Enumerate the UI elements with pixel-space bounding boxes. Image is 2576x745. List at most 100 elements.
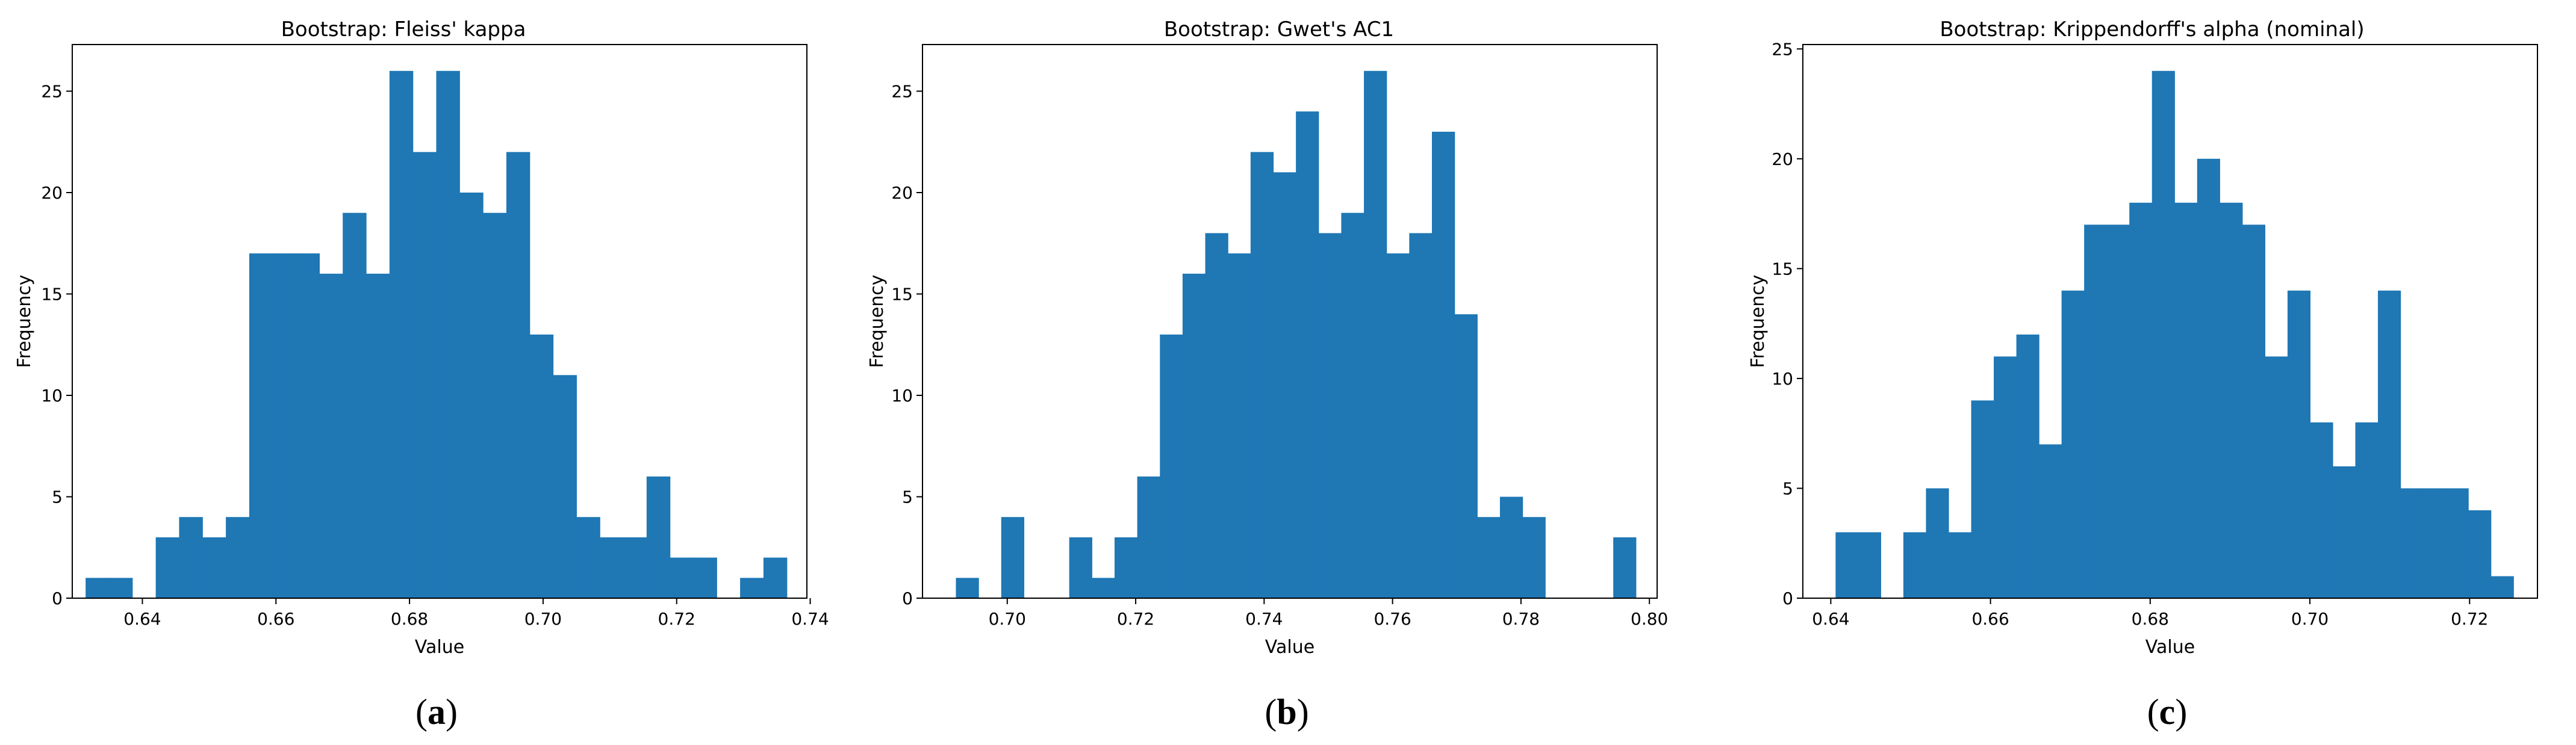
panel-b-y-ticks: 0 5 10 15 20 25 [891, 82, 922, 608]
panel-c-bar [1994, 356, 2017, 598]
panel-c-sublabel: (c) [2147, 692, 2188, 732]
panel-b-bar [1522, 517, 1546, 598]
panel-c-bar [2061, 290, 2085, 598]
panel-b-bar [1092, 578, 1115, 598]
panel-b-y-tick-label: 15 [891, 285, 913, 304]
panel-b-bar [1137, 476, 1160, 598]
panel-c-bar [2174, 202, 2198, 598]
panel-b-bar [1205, 233, 1228, 598]
panel-c-bar [1903, 532, 1927, 598]
panel-c-y-tick-label: 15 [1772, 259, 1793, 279]
panel-c-x-tick-label: 0.68 [2132, 609, 2169, 629]
panel-a-bar [249, 253, 273, 598]
panel-b-sublabel: (b) [1265, 692, 1308, 732]
panel-a-bar [86, 578, 110, 598]
panel-a-bar [343, 212, 367, 599]
panel-a-y-axis-label: Frequency [14, 275, 35, 368]
panel-a-bar [412, 152, 437, 599]
panel-a-bar [483, 212, 507, 599]
panel-c-title: Bootstrap: Krippendorff's alpha (nominal… [1940, 17, 2364, 42]
panel-c-bar [1971, 400, 1994, 598]
panel-c-y-tick-label: 0 [1782, 589, 1793, 608]
panel-c-bar [2287, 290, 2311, 598]
panel-a-x-axis-label: Value [415, 637, 464, 658]
panel-b-bar [1454, 314, 1478, 598]
panel-b-x-tick-label: 0.80 [1631, 609, 1668, 629]
panel-c-bar [2310, 422, 2333, 598]
panel-b-x-tick-label: 0.72 [1117, 609, 1154, 629]
panel-c-y-ticks: 0 5 10 15 20 25 [1772, 39, 1803, 608]
panel-a-y-tick-label: 10 [41, 386, 63, 406]
panel-a-title: Bootstrap: Fleiss' kappa [281, 17, 526, 42]
panel-c-bar [1835, 532, 1859, 598]
panel-a-bar [109, 578, 133, 598]
panel-b-bar [1364, 70, 1387, 598]
panel-c-bar [2151, 70, 2175, 598]
panel-a-bar [623, 537, 647, 598]
panel-a-sublabel-close: ) [446, 692, 458, 732]
panel-a-bar [459, 193, 484, 598]
panel-c-bar [2468, 510, 2492, 598]
panel-b-y-tick-label: 10 [891, 386, 913, 406]
panel-a-bar [670, 557, 694, 598]
panel-a-bar [646, 476, 671, 598]
panel-b-bar [1160, 334, 1183, 598]
panel-c-x-tick-label: 0.72 [2451, 609, 2488, 629]
panel-c-bar [2084, 224, 2108, 598]
panel-c-bar [2490, 576, 2514, 598]
panel-c-bar [2129, 202, 2153, 598]
panel-b-bar [1613, 537, 1637, 598]
panel-a-x-tick-label: 0.70 [524, 609, 562, 629]
panel-b-bar [1273, 172, 1296, 598]
panel-a-bar [272, 253, 297, 598]
panel-a-bar [319, 273, 343, 598]
panel-c-bar [2242, 224, 2266, 598]
panel-a-y-tick-label: 25 [41, 82, 63, 102]
panel-a-bar [553, 375, 577, 598]
panel-c-x-tick-label: 0.66 [1971, 609, 2009, 629]
panel-c-bars [1835, 70, 2514, 599]
panel-a-bar [576, 517, 600, 598]
panel-a-y-tick-label: 20 [41, 183, 63, 203]
panel-b-bar [1228, 253, 1251, 598]
panel-b-bar [1250, 152, 1274, 599]
panel-a-y-ticks: 0 5 10 15 20 25 [41, 82, 72, 608]
panel-b-y-tick-label: 25 [891, 82, 913, 102]
panel-a-x-ticks: 0.64 0.66 0.68 0.70 0.72 0.74 [123, 598, 829, 629]
panel-b-bar [1114, 537, 1138, 598]
panel-b-x-axis-label: Value [1265, 637, 1314, 658]
panel-b-x-ticks: 0.70 0.72 0.74 0.76 0.78 0.80 [989, 598, 1668, 629]
panel-a-bar [506, 152, 530, 599]
panel-a-sublabel-open: ( [415, 692, 428, 732]
panel-a-bar [436, 70, 460, 598]
panel-a-bar [529, 334, 554, 598]
panel-b-title: Bootstrap: Gwet's AC1 [1164, 17, 1394, 42]
panel-c-bar [1949, 532, 1972, 598]
panel-c-sublabel-letter: c [2159, 692, 2176, 732]
panel-b-y-tick-label: 0 [902, 589, 913, 608]
panel-b-bar [956, 578, 979, 598]
panel-b-bar [1432, 131, 1455, 598]
panel-a-y-tick-label: 0 [52, 589, 63, 608]
panel-c-bar [2332, 466, 2356, 598]
panel-b-x-tick-label: 0.76 [1374, 609, 1411, 629]
panel-b-bar [1001, 517, 1024, 598]
panel-c-x-axis-label: Value [2145, 637, 2195, 658]
panel-c-bar [2445, 488, 2469, 598]
panel-b-plot-frame [922, 44, 1658, 599]
panel-a-x-tick-label: 0.64 [123, 609, 161, 629]
panel-a-sublabel-letter: a [428, 692, 446, 732]
panel-b-sublabel-letter: b [1277, 692, 1296, 732]
panel-a-x-tick-label: 0.72 [658, 609, 695, 629]
panel-c-bar [2197, 158, 2220, 599]
panel-b-x-tick-label: 0.70 [989, 609, 1026, 629]
panel-a-y-tick-label: 5 [52, 487, 63, 507]
panel-a-bar [155, 537, 180, 598]
panel-a-x-tick-label: 0.66 [257, 609, 294, 629]
panel-b-bar [1499, 496, 1523, 598]
panel-c-bar [2265, 356, 2288, 598]
panel-c-sublabel-close: ) [2175, 692, 2187, 732]
panel-a-bar [296, 253, 320, 598]
